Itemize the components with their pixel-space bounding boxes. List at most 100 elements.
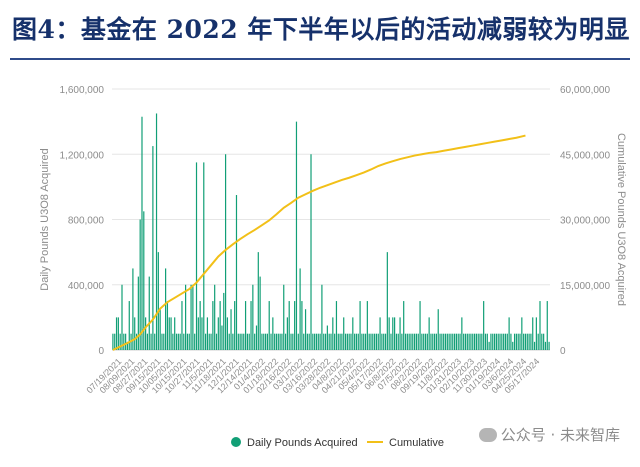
daily-bar xyxy=(195,162,198,350)
daily-bar xyxy=(473,333,476,350)
y2-tick-label: 30,000,000 xyxy=(560,216,610,227)
daily-bar xyxy=(384,333,387,350)
daily-bar xyxy=(493,333,496,350)
daily-bar xyxy=(450,333,452,350)
daily-bar xyxy=(123,333,125,350)
watermark: 公众号 · 未来智库 xyxy=(478,424,620,445)
daily-bars xyxy=(112,113,550,351)
daily-bar xyxy=(421,333,423,350)
daily-bar xyxy=(326,325,328,350)
daily-bar xyxy=(468,333,470,350)
daily-bar xyxy=(395,333,398,350)
daily-bar xyxy=(266,333,268,350)
daily-bar xyxy=(295,121,298,351)
daily-bar xyxy=(244,301,247,350)
daily-bar xyxy=(319,333,321,350)
daily-bar xyxy=(503,333,505,350)
daily-bar xyxy=(355,333,358,350)
daily-bar xyxy=(179,333,181,350)
legend: Daily Pounds Acquired Cumulative xyxy=(231,437,444,449)
daily-bar xyxy=(214,284,216,350)
daily-bar xyxy=(437,309,439,350)
daily-bar xyxy=(239,333,241,350)
daily-bar xyxy=(132,268,134,350)
daily-bar xyxy=(432,333,434,350)
daily-bar xyxy=(197,317,199,351)
daily-bar xyxy=(294,301,296,350)
daily-bar xyxy=(470,333,472,350)
daily-bar xyxy=(512,341,514,350)
daily-bar xyxy=(394,317,396,351)
daily-bar xyxy=(226,317,229,351)
daily-bar xyxy=(252,284,254,350)
daily-bar xyxy=(364,333,367,350)
daily-bar xyxy=(270,333,272,350)
daily-bar xyxy=(304,309,307,350)
daily-bar xyxy=(186,333,189,350)
legend-bar-marker xyxy=(231,437,241,447)
daily-bar xyxy=(341,333,343,350)
daily-bar xyxy=(381,333,383,350)
daily-bar xyxy=(535,317,537,351)
daily-bar xyxy=(530,333,532,350)
uranium-acquisition-chart: 0 400,000 800,000 1,200,000 1,600,000 0 15,00… xyxy=(39,85,627,449)
daily-bar xyxy=(303,333,305,350)
daily-bar xyxy=(163,333,165,350)
daily-bar xyxy=(172,333,174,350)
daily-bar xyxy=(148,276,150,350)
y-tick-label: 0 xyxy=(98,346,104,357)
daily-bar xyxy=(223,292,225,350)
daily-bar xyxy=(181,301,183,350)
daily-bar xyxy=(297,333,299,350)
daily-bar xyxy=(343,317,345,351)
daily-bar xyxy=(157,252,159,351)
daily-bar xyxy=(524,333,527,350)
daily-bar xyxy=(548,341,550,350)
daily-bar xyxy=(170,317,172,351)
daily-bar xyxy=(137,276,139,350)
daily-bar xyxy=(506,333,508,350)
daily-bar xyxy=(334,333,336,350)
daily-bar xyxy=(359,301,361,350)
daily-bar xyxy=(510,333,512,350)
daily-bar xyxy=(235,195,238,350)
daily-bar xyxy=(339,333,341,350)
daily-bar xyxy=(217,317,219,351)
daily-bar xyxy=(521,317,523,351)
daily-bar xyxy=(483,301,485,350)
daily-bar xyxy=(112,333,114,350)
daily-bar xyxy=(146,333,149,350)
daily-bar xyxy=(174,317,176,351)
daily-bar xyxy=(328,333,330,350)
daily-bar xyxy=(314,333,316,350)
daily-bar xyxy=(435,333,438,350)
daily-bar xyxy=(344,333,347,350)
daily-bar xyxy=(533,341,536,350)
daily-bar xyxy=(408,333,410,350)
daily-bar xyxy=(161,333,163,350)
daily-bar xyxy=(446,333,448,350)
daily-bar xyxy=(192,284,194,350)
daily-bar xyxy=(228,333,230,350)
daily-bar xyxy=(452,333,454,350)
daily-bar xyxy=(272,317,274,351)
daily-bar xyxy=(439,333,441,350)
daily-bar xyxy=(188,333,190,350)
daily-bar xyxy=(375,333,378,350)
daily-bar xyxy=(210,333,212,350)
daily-bar xyxy=(346,333,348,350)
daily-bar xyxy=(419,301,421,350)
daily-bar xyxy=(165,268,167,350)
daily-bar xyxy=(377,333,379,350)
daily-bar xyxy=(234,301,236,350)
daily-bar xyxy=(323,333,325,350)
daily-bar xyxy=(479,333,481,350)
daily-bar xyxy=(379,317,381,351)
daily-bar xyxy=(392,317,394,351)
daily-bar xyxy=(201,317,203,351)
daily-bar xyxy=(183,333,185,350)
daily-bar xyxy=(410,333,412,350)
daily-bar xyxy=(453,333,456,350)
gridlines xyxy=(112,88,550,351)
daily-bar xyxy=(497,333,499,350)
